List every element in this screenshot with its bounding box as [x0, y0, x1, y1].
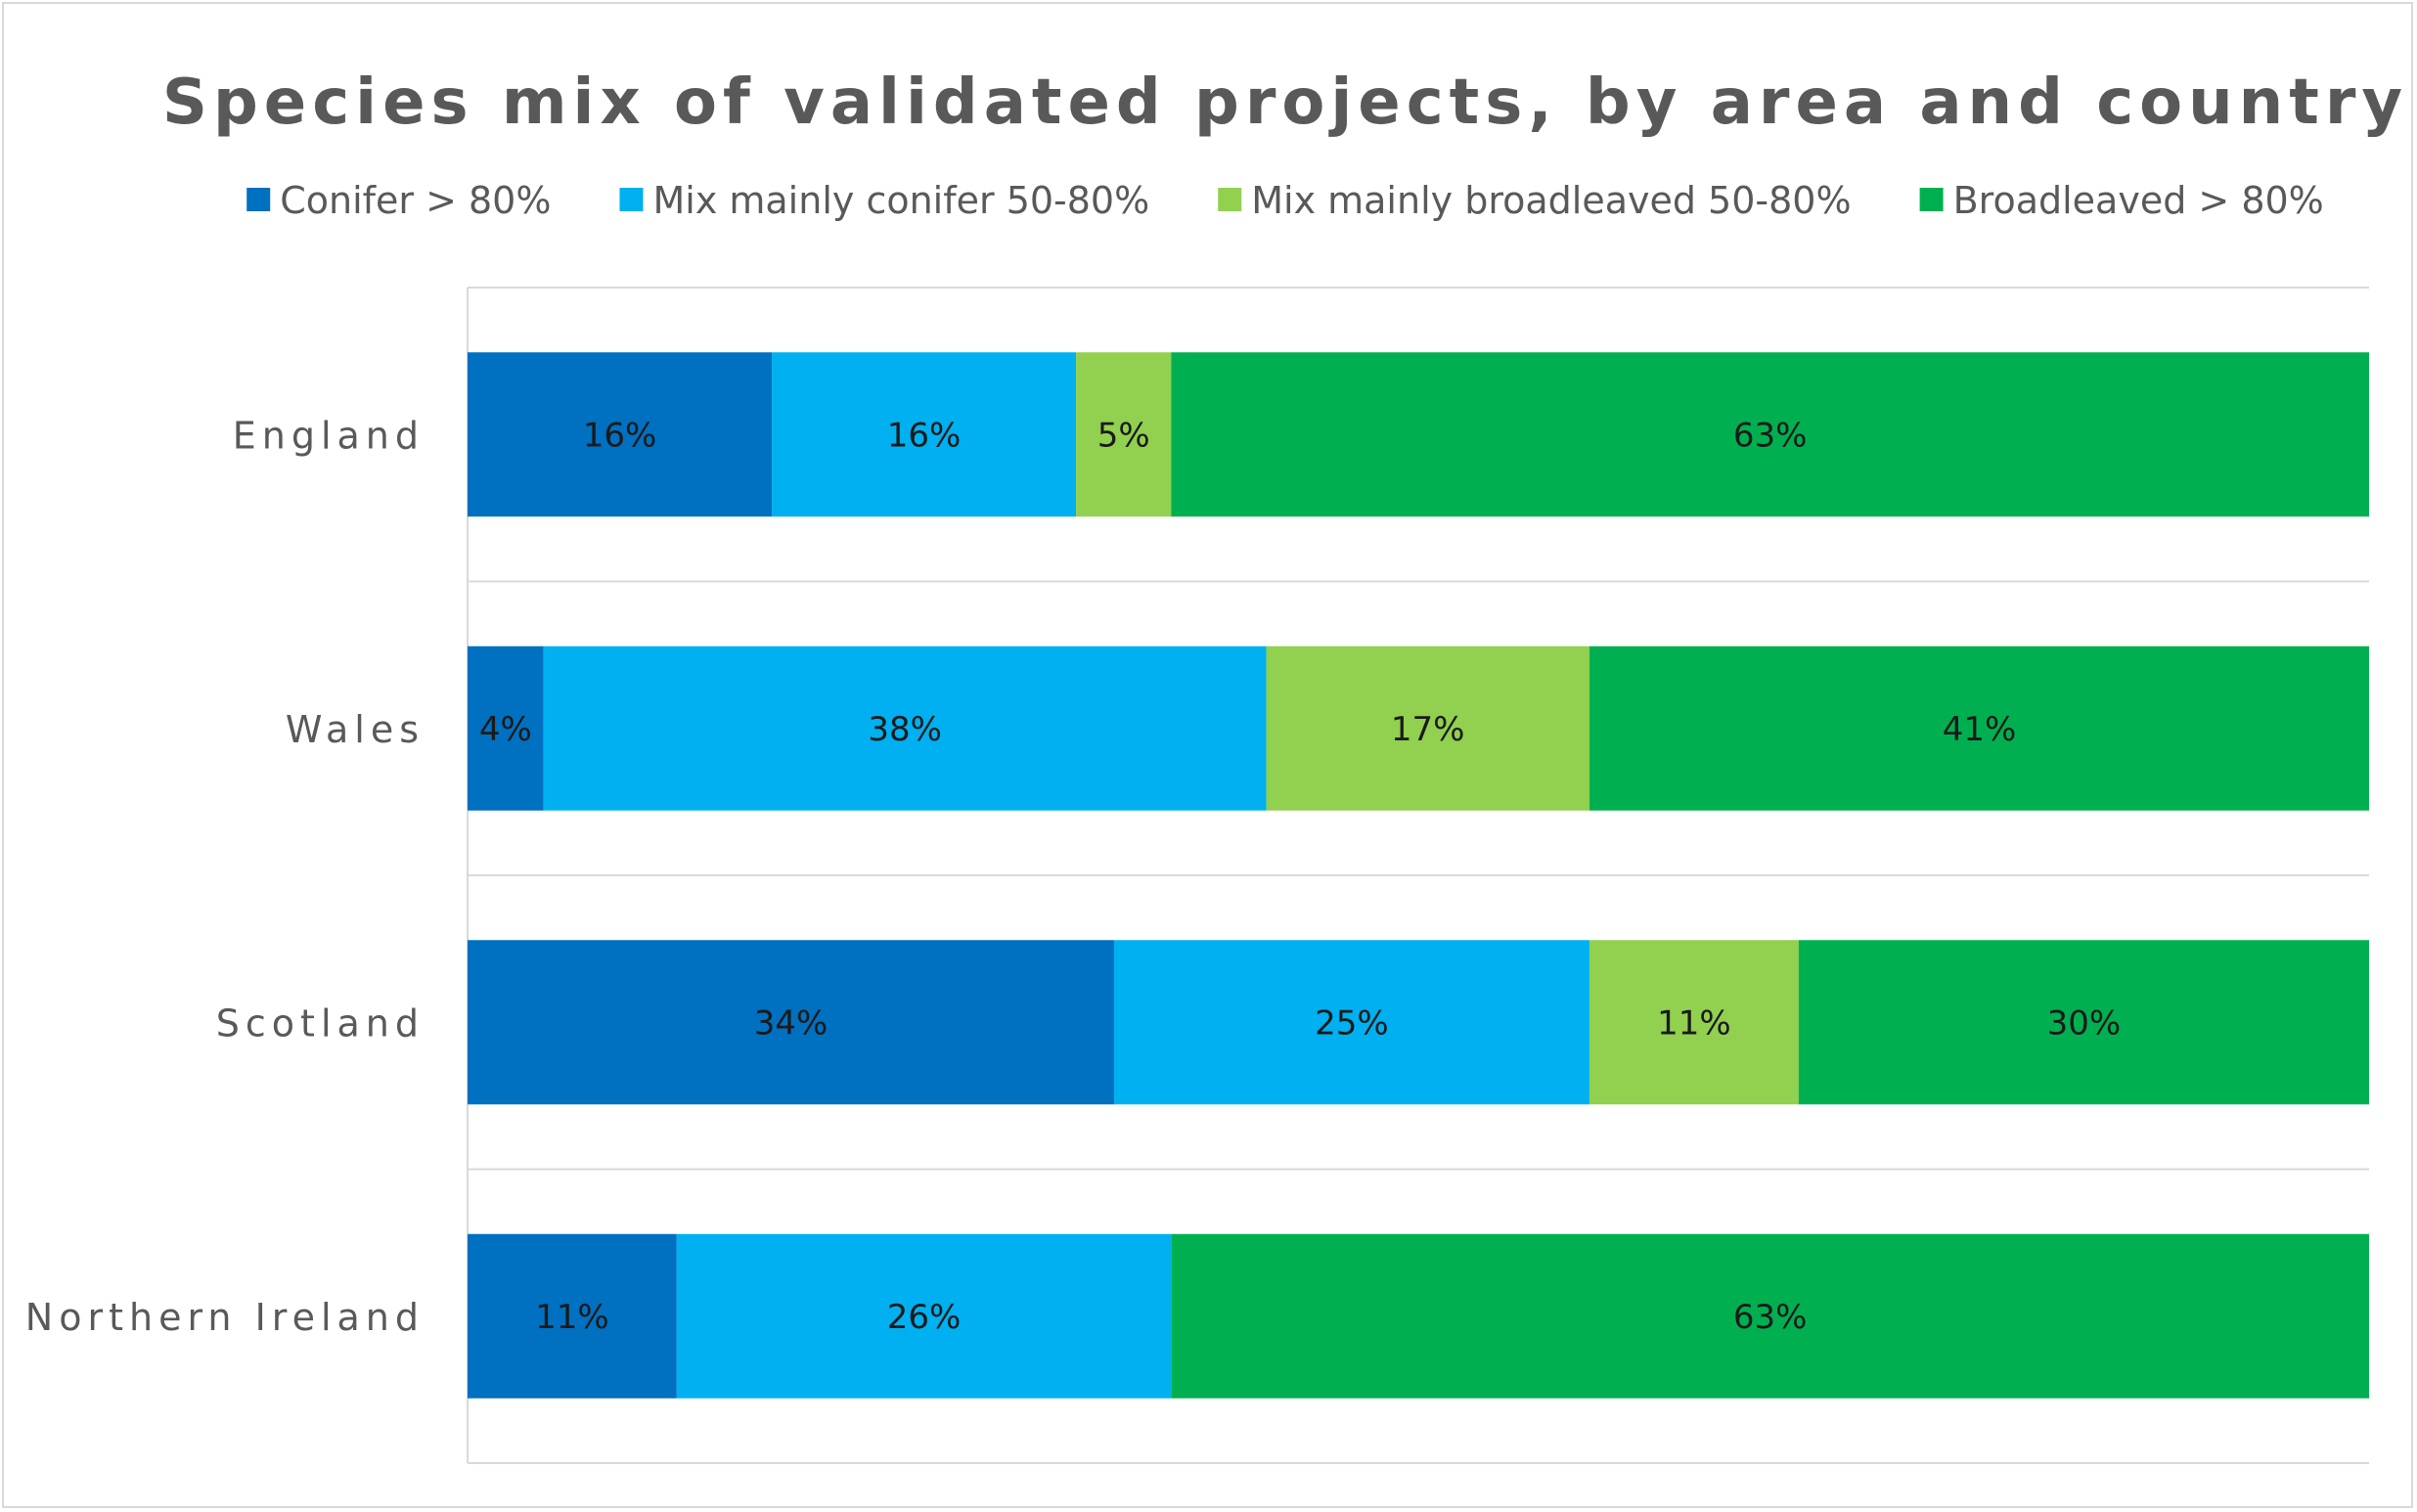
bar-segment: [468, 352, 773, 517]
bars: 16% 16% 5% 63% 4% 38% 17% 41% 34% 25% 11% 30% 11% 26%…: [468, 352, 2369, 1399]
data-label: 4%: [479, 710, 532, 749]
legend-label: Mix mainly conifer 50-80%: [652, 179, 1149, 222]
data-label: 41%: [1943, 710, 2017, 749]
data-label: 5%: [1097, 416, 1150, 455]
bar-segment: [772, 352, 1077, 517]
bar-segment: [1798, 940, 2369, 1105]
data-label: 26%: [887, 1298, 962, 1337]
data-label: 25%: [1315, 1003, 1389, 1043]
category-label: Wales: [286, 708, 425, 751]
bar-segment: [1171, 352, 2369, 517]
legend: Conifer > 80% Mix mainly conifer 50-80% Mi…: [246, 179, 2324, 222]
legend-label: Mix mainly broadleaved 50-80%: [1251, 179, 1851, 222]
legend-label: Conifer > 80%: [280, 179, 551, 222]
chart-svg: Species mix of validated projects, by ar…: [25, 67, 2408, 1464]
data-label: 11%: [535, 1298, 609, 1337]
bar-segment: [1113, 940, 1589, 1105]
bar-segment: [676, 1233, 1172, 1399]
legend-label: Broadleaved > 80%: [1953, 179, 2324, 222]
data-label: 63%: [1733, 1298, 1808, 1337]
bar-segment: [468, 940, 1114, 1105]
legend-swatch: [1218, 188, 1242, 211]
bar-segment: [468, 645, 544, 811]
bar-segment: [1171, 1233, 2369, 1399]
data-label: 16%: [583, 416, 657, 455]
bar-segment: [468, 1233, 677, 1399]
data-label: 38%: [868, 710, 942, 749]
category-label: Northern Ireland: [25, 1296, 425, 1339]
category-label: England: [233, 414, 425, 457]
legend-swatch: [246, 188, 271, 211]
chart-title: Species mix of validated projects, by ar…: [162, 67, 2408, 139]
bar-segment: [543, 645, 1267, 811]
data-label: 17%: [1391, 710, 1465, 749]
bar-segment: [1076, 352, 1172, 517]
data-label: 63%: [1733, 416, 1808, 455]
legend-swatch: [619, 188, 644, 211]
bar-segment: [1589, 645, 2369, 811]
bar-segment: [1266, 645, 1589, 811]
bar-segment: [1589, 940, 1799, 1105]
data-label: 11%: [1657, 1003, 1731, 1043]
category-axis: England Wales Scotland Northern Ireland: [25, 414, 425, 1339]
data-label: 34%: [754, 1003, 828, 1043]
data-label: 30%: [2047, 1003, 2122, 1043]
legend-swatch: [1919, 188, 1944, 211]
category-label: Scotland: [216, 1001, 425, 1045]
data-label: 16%: [887, 416, 962, 455]
